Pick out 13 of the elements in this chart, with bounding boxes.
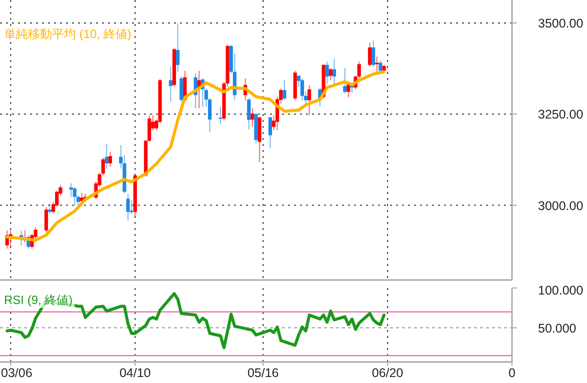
y-tick-label: 3500.00 xyxy=(538,16,584,30)
x-tick-label: 05/16 xyxy=(247,366,279,380)
x-tick-label: 03/06 xyxy=(1,366,32,380)
y-tick-label: 100.000 xyxy=(538,284,584,298)
y-tick-label: 3000.00 xyxy=(538,198,584,213)
x-tick-label: 0 xyxy=(508,366,516,380)
series-label: RSI (9, 終値) xyxy=(4,293,73,307)
x-tick-label: 04/10 xyxy=(119,366,151,380)
y-tick-label: 50.000 xyxy=(538,321,576,336)
x-tick-label: 06/20 xyxy=(372,366,404,380)
y-tick-label: 3250.00 xyxy=(538,108,584,122)
line-series xyxy=(6,292,386,350)
text: 単純移動平均 (10, 終値) xyxy=(4,27,132,41)
